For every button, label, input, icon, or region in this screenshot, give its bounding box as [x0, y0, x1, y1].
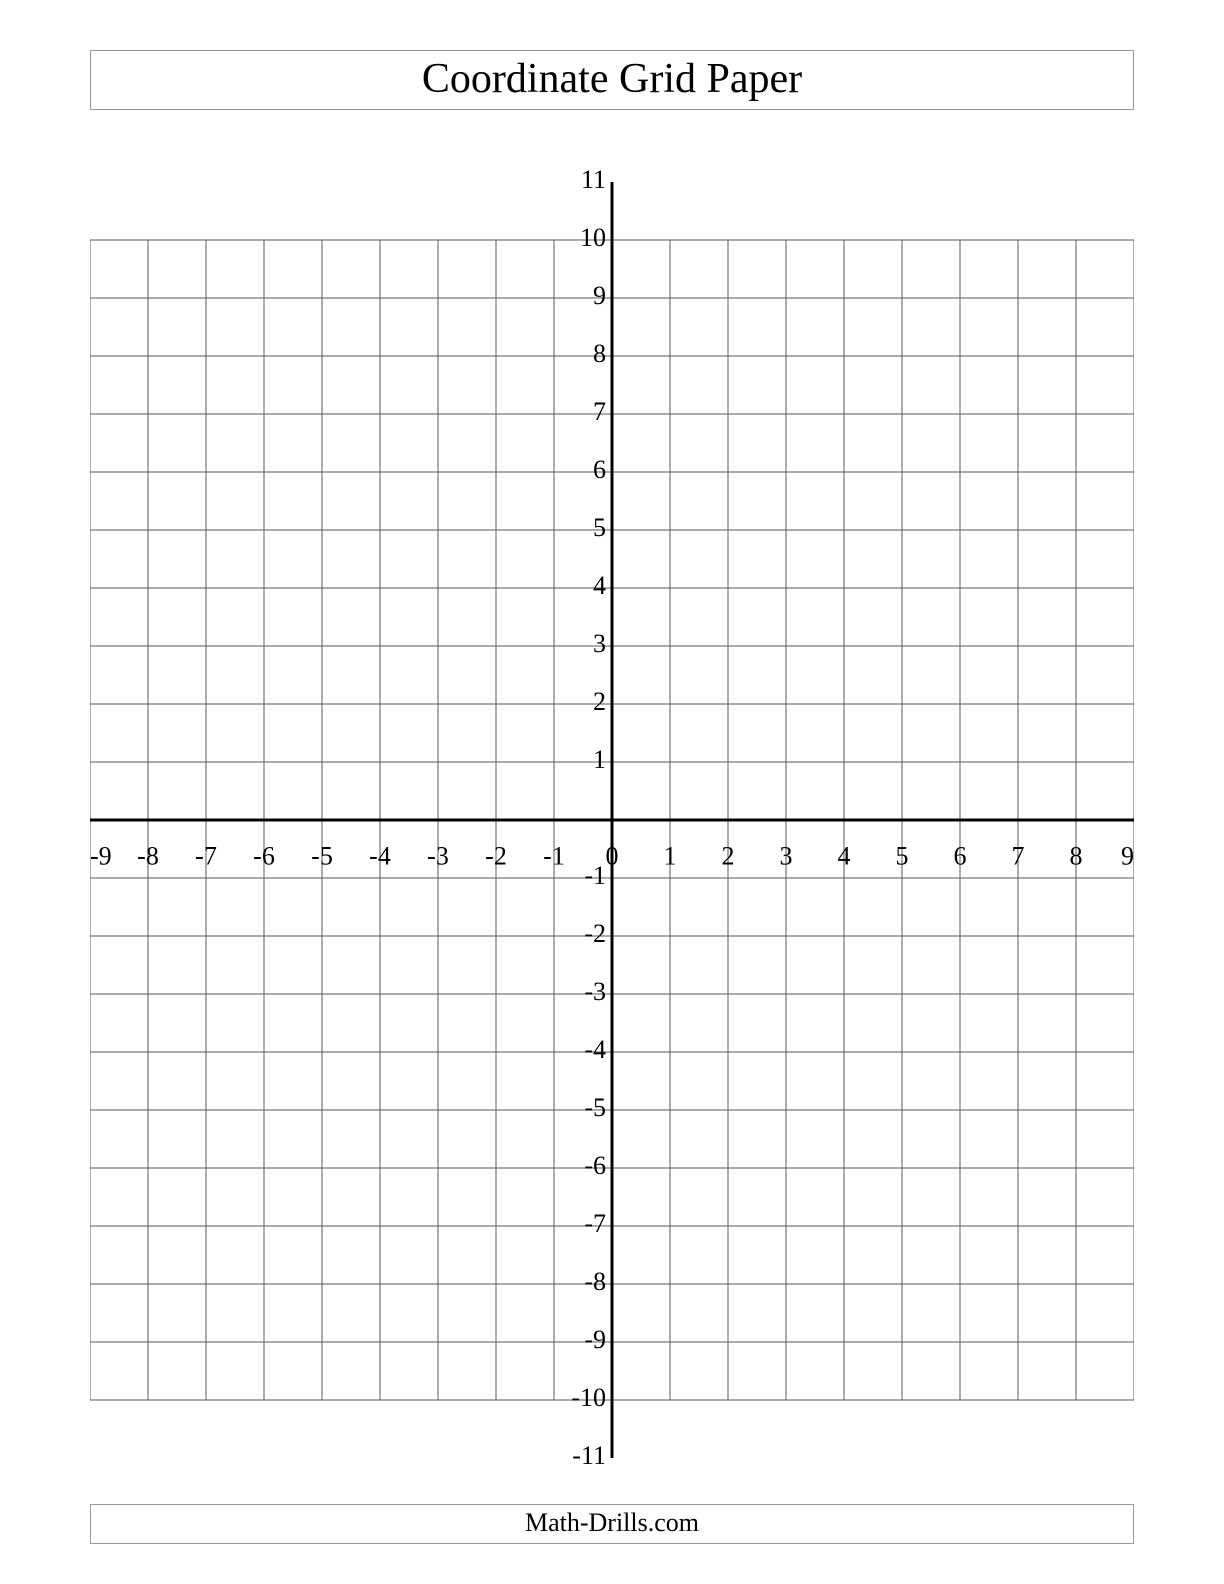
y-tick-label: 1 — [593, 745, 606, 774]
x-tick-label: -4 — [369, 841, 391, 870]
x-tick-label: 6 — [954, 841, 967, 870]
y-tick-label: -2 — [584, 919, 606, 948]
coordinate-grid: -9-8-7-6-5-4-3-2-10123456789-11-10-9-8-7… — [90, 160, 1134, 1480]
page-title: Coordinate Grid Paper — [422, 56, 802, 102]
x-tick-label: 1 — [664, 841, 677, 870]
y-tick-label: -6 — [584, 1151, 606, 1180]
x-tick-label: -6 — [253, 841, 275, 870]
y-tick-label: -10 — [571, 1383, 606, 1412]
y-tick-label: -11 — [572, 1441, 606, 1470]
page-footer: Math-Drills.com — [525, 1508, 699, 1537]
x-tick-label: 3 — [780, 841, 793, 870]
y-tick-label: 7 — [593, 397, 606, 426]
y-tick-label: 2 — [593, 687, 606, 716]
y-tick-label: 3 — [593, 629, 606, 658]
x-tick-label: -8 — [137, 841, 159, 870]
y-tick-label: 6 — [593, 455, 606, 484]
y-tick-label: -4 — [584, 1035, 606, 1064]
page-title-box: Coordinate Grid Paper — [90, 50, 1134, 110]
x-tick-label: 9 — [1121, 841, 1134, 870]
x-tick-label: -9 — [90, 841, 112, 870]
y-tick-label: 9 — [593, 281, 606, 310]
x-tick-label: -5 — [311, 841, 333, 870]
y-tick-label: -9 — [584, 1325, 606, 1354]
page-footer-box: Math-Drills.com — [90, 1504, 1134, 1544]
y-tick-label: -5 — [584, 1093, 606, 1122]
y-tick-label: 8 — [593, 339, 606, 368]
y-tick-label: -7 — [584, 1209, 606, 1238]
x-tick-label: -2 — [485, 841, 507, 870]
x-tick-label: 2 — [722, 841, 735, 870]
x-tick-label: -1 — [543, 841, 565, 870]
y-tick-label: -3 — [584, 977, 606, 1006]
y-tick-label: -1 — [584, 861, 606, 890]
x-tick-label: 7 — [1012, 841, 1025, 870]
y-tick-label: 5 — [593, 513, 606, 542]
x-tick-label: 5 — [896, 841, 909, 870]
y-tick-label: 11 — [581, 165, 606, 194]
x-tick-label: -3 — [427, 841, 449, 870]
grid-svg: -9-8-7-6-5-4-3-2-10123456789-11-10-9-8-7… — [90, 160, 1134, 1480]
x-tick-label: 0 — [606, 841, 619, 870]
x-tick-label: 8 — [1070, 841, 1083, 870]
y-tick-label: 4 — [593, 571, 606, 600]
y-tick-label: -8 — [584, 1267, 606, 1296]
page: Coordinate Grid Paper -9 -8 -7 -6 -5 -4 -3 -2 -1… — [0, 0, 1224, 1584]
y-tick-label: 10 — [580, 223, 606, 252]
x-tick-label: 4 — [838, 841, 851, 870]
x-tick-label: -7 — [195, 841, 217, 870]
